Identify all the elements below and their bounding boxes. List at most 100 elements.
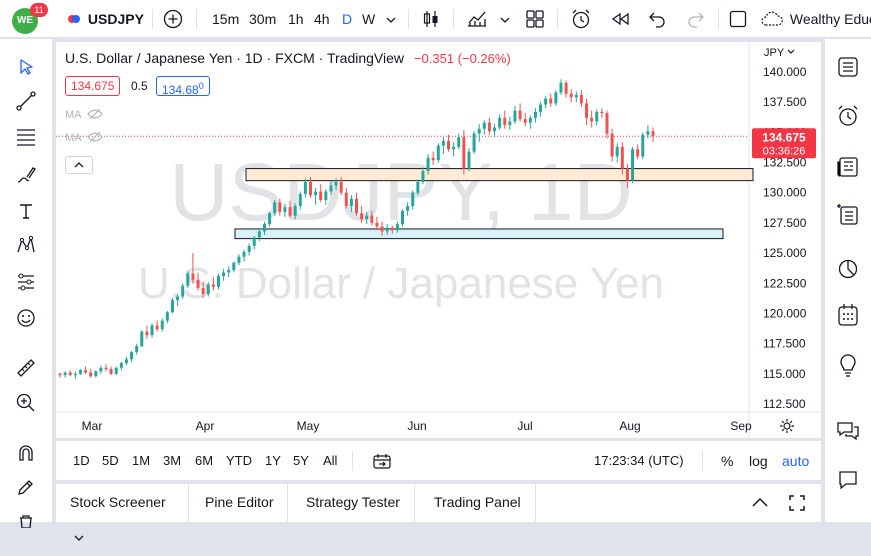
- drawing-mode-tool[interactable]: [12, 473, 40, 501]
- messages-button[interactable]: [834, 466, 862, 494]
- brush-tool[interactable]: [12, 161, 40, 189]
- square-icon: [729, 10, 747, 28]
- redo-button[interactable]: [687, 0, 705, 38]
- candle-body: [605, 113, 609, 134]
- range-1y[interactable]: 1Y: [265, 453, 281, 468]
- interval-w[interactable]: W: [362, 11, 376, 27]
- candle-body: [421, 170, 425, 182]
- maximize-icon: [789, 495, 805, 511]
- tab-strategy-tester[interactable]: Strategy Tester: [292, 484, 415, 522]
- interval-15m[interactable]: 15m: [212, 11, 240, 27]
- redo-icon: [688, 12, 704, 28]
- tab-trading-panel[interactable]: Trading Panel: [420, 484, 536, 522]
- trend-line-tool[interactable]: [12, 87, 40, 115]
- interval-d[interactable]: D: [342, 11, 353, 27]
- undo-button[interactable]: [648, 0, 666, 38]
- compare-add-button[interactable]: [163, 0, 183, 38]
- candle-body: [196, 279, 200, 289]
- clock-label[interactable]: 17:23:34 (UTC): [594, 453, 684, 468]
- alert-button[interactable]: [570, 0, 592, 38]
- eye-hidden-icon[interactable]: [87, 108, 103, 120]
- range-3m[interactable]: 3M: [163, 453, 182, 468]
- interval-1h[interactable]: 1h: [288, 11, 304, 27]
- goto-date-button[interactable]: [373, 453, 391, 474]
- expand-panel-button[interactable]: [751, 494, 769, 517]
- trash-tool[interactable]: [12, 507, 40, 535]
- candle-body: [268, 213, 272, 225]
- tab-pine-editor[interactable]: Pine Editor: [191, 484, 289, 522]
- interval-30m[interactable]: 30m: [249, 11, 277, 27]
- ma-legend-1[interactable]: MA: [65, 108, 103, 121]
- candle-body: [620, 146, 624, 169]
- candle-body: [145, 331, 149, 336]
- range-ytd[interactable]: YTD: [226, 453, 252, 468]
- calendar-button[interactable]: [834, 301, 862, 329]
- chart-settings-button[interactable]: [779, 418, 795, 439]
- candle-body: [355, 198, 358, 214]
- measure-tool[interactable]: [12, 354, 40, 382]
- ideas-button[interactable]: [834, 352, 862, 380]
- chart-pane[interactable]: USDJPY, 1D U.S. Dollar / Japanese Yen 140.…: [56, 42, 821, 438]
- range-5d[interactable]: 5D: [102, 453, 119, 468]
- rewind-icon: [611, 12, 629, 26]
- eye-hidden-icon[interactable]: [87, 131, 103, 143]
- fib-tool[interactable]: [12, 123, 40, 151]
- news-button[interactable]: [834, 153, 862, 181]
- collapse-legend-button[interactable]: [65, 156, 93, 174]
- range-5y[interactable]: 5Y: [293, 453, 309, 468]
- layouts-button[interactable]: [525, 0, 545, 38]
- replay-button[interactable]: [610, 0, 630, 38]
- candle-body: [487, 122, 491, 132]
- log-toggle[interactable]: log: [749, 453, 768, 469]
- buy-price-button[interactable]: 134.680: [156, 76, 210, 97]
- text-tool[interactable]: [12, 197, 40, 225]
- range-1m[interactable]: 1M: [132, 453, 151, 468]
- spread-label: 0.5: [131, 79, 148, 93]
- range-all[interactable]: All: [323, 453, 338, 468]
- fullscreen-toggle[interactable]: [729, 0, 747, 38]
- save-layout-button[interactable]: Wealthy Educ: [760, 0, 871, 38]
- list-icon: [838, 57, 858, 77]
- icon-tool[interactable]: [12, 304, 40, 332]
- sell-price-button[interactable]: 134.675: [65, 76, 121, 96]
- candle-body: [360, 213, 364, 220]
- ma-legend-2[interactable]: MA: [65, 131, 103, 144]
- candle-body: [513, 110, 517, 122]
- candle-body: [467, 151, 471, 169]
- candle-body: [84, 370, 88, 373]
- candle-body: [590, 117, 594, 122]
- indicators-dropdown[interactable]: [500, 0, 510, 38]
- candle-body: [170, 300, 174, 313]
- chart-type-button[interactable]: [421, 0, 441, 38]
- auto-toggle[interactable]: auto: [782, 453, 810, 469]
- legend-change: −0.351 (−0.26%): [413, 51, 511, 66]
- maximize-panel-button[interactable]: [788, 494, 806, 517]
- watchlist-button[interactable]: [834, 53, 862, 81]
- percent-toggle[interactable]: %: [721, 453, 734, 469]
- interval-4h[interactable]: 4h: [314, 11, 330, 27]
- symbol-search-button[interactable]: USDJPY: [68, 0, 144, 38]
- range-1d[interactable]: 1D: [73, 453, 90, 468]
- candle-body: [262, 224, 266, 232]
- pattern-tool[interactable]: [12, 231, 40, 259]
- candle-body: [257, 231, 261, 238]
- top-toolbar: WE 11 USDJPY 15m 30m 1h 4h D W: [0, 0, 871, 38]
- candle-body: [278, 202, 282, 213]
- candle-body: [579, 94, 583, 104]
- prediction-tool[interactable]: [12, 268, 40, 296]
- alerts-panel-button[interactable]: [834, 102, 862, 130]
- interval-dropdown[interactable]: [386, 0, 396, 38]
- tab-stock-screener[interactable]: Stock Screener: [56, 484, 189, 541]
- magnet-tool[interactable]: [12, 439, 40, 467]
- candle-body: [273, 202, 277, 214]
- price-chart[interactable]: USDJPY, 1D U.S. Dollar / Japanese Yen 140.…: [56, 42, 821, 438]
- range-6m[interactable]: 6M: [195, 453, 214, 468]
- indicators-button[interactable]: [466, 0, 488, 38]
- widget-bar: [825, 39, 871, 522]
- cursor-tool[interactable]: [12, 53, 40, 81]
- zoom-tool[interactable]: [12, 389, 40, 417]
- hotlist-button[interactable]: [834, 201, 862, 229]
- data-window-button[interactable]: [834, 255, 862, 283]
- currency-menu[interactable]: JPY: [764, 47, 795, 59]
- chats-button[interactable]: [834, 417, 862, 445]
